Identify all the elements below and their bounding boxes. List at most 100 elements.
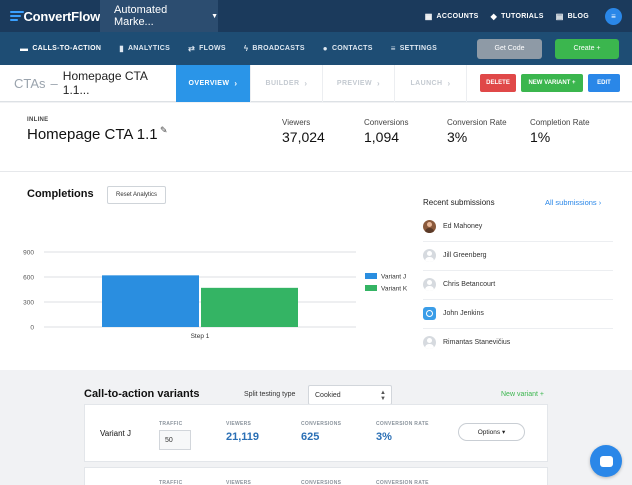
column-label: TRAFFIC xyxy=(159,480,183,485)
column-label: CONVERSION RATE xyxy=(376,421,429,427)
stat-label: Viewers xyxy=(282,118,311,127)
step-launch[interactable]: LAUNCH › xyxy=(395,64,467,102)
breadcrumb-root[interactable]: CTAs xyxy=(14,75,46,91)
avatar xyxy=(423,249,436,262)
column-label: VIEWERS xyxy=(226,421,252,427)
y-tick-label: 600 xyxy=(23,275,34,282)
caret-down-icon: ▾ xyxy=(501,429,506,436)
new-variant-link[interactable]: New variant + xyxy=(501,391,544,398)
stat-conversions: Conversions 1,094 xyxy=(364,118,408,145)
bar-variant-k xyxy=(201,287,298,327)
chat-icon: ▬ xyxy=(20,44,29,53)
split-testing-select[interactable]: Cookied ▲ ▼ xyxy=(308,385,392,405)
top-link-accounts[interactable]: ▦ ACCOUNTS xyxy=(425,12,479,21)
avatar xyxy=(423,278,436,291)
column-label: CONVERSIONS xyxy=(301,480,342,485)
reset-analytics-button[interactable]: Reset Analytics xyxy=(107,186,166,204)
traffic-input[interactable]: 50 xyxy=(159,430,191,450)
submission-name: Rimantas Stanevičius xyxy=(443,339,511,346)
delete-button[interactable]: DELETE xyxy=(480,74,516,92)
column-label: VIEWERS xyxy=(226,480,252,485)
step-label: LAUNCH xyxy=(410,79,443,87)
avatar xyxy=(423,307,436,320)
chevron-down-icon: ▼ xyxy=(211,12,218,20)
shuffle-icon: ⇄ xyxy=(188,44,196,53)
select-arrows-icon: ▲ ▼ xyxy=(380,390,386,402)
completions-title: Completions xyxy=(27,188,94,200)
edit-button[interactable]: EDIT xyxy=(588,74,620,92)
cta-type-tag: INLINE xyxy=(27,117,49,123)
step-builder[interactable]: BUILDER › xyxy=(251,64,323,102)
logo-icon xyxy=(10,10,24,22)
account-avatar[interactable]: ≡ xyxy=(605,7,622,25)
column-label: CONVERSION RATE xyxy=(376,480,429,485)
cta-title: Homepage CTA 1.1 xyxy=(27,126,158,143)
legend-swatch xyxy=(365,273,377,279)
nav-settings[interactable]: ≡ SETTINGS xyxy=(382,32,446,65)
avatar xyxy=(423,336,436,349)
x-tick-label: Step 1 xyxy=(191,333,210,340)
submission-row[interactable]: Rimantas Stanevičius xyxy=(423,336,613,349)
completions-panel: Completions Reset Analytics 0 300 600 900 St… xyxy=(0,171,632,370)
nav-label: CALLS-TO-ACTION xyxy=(32,45,102,52)
submission-row[interactable]: Chris Betancourt xyxy=(423,278,613,291)
app-select[interactable]: Automated Marke... ▼ xyxy=(100,0,218,32)
nav-flows[interactable]: ⇄ FLOWS xyxy=(179,32,235,65)
top-link-label: TUTORIALS xyxy=(501,12,544,20)
nav-label: CONTACTS xyxy=(331,45,373,52)
step-preview[interactable]: PREVIEW › xyxy=(323,64,395,102)
pencil-icon[interactable]: ✎ xyxy=(160,125,168,135)
nav-label: ANALYTICS xyxy=(127,45,171,52)
submission-row[interactable]: Ed Mahoney xyxy=(423,220,613,233)
step-label: BUILDER xyxy=(265,79,300,87)
recent-submissions-title: Recent submissions xyxy=(423,198,495,207)
create-button[interactable]: Create + xyxy=(555,38,619,59)
y-tick-label: 900 xyxy=(23,250,34,257)
top-link-tutorials[interactable]: ◆ TUTORIALS xyxy=(491,12,544,21)
submission-row[interactable]: John Jenkins xyxy=(423,307,613,320)
completions-chart: 0 300 600 900 Step 1 Variant J Variant K xyxy=(23,250,408,341)
submission-name: Chris Betancourt xyxy=(443,281,496,288)
bolt-icon: ϟ xyxy=(243,44,249,53)
chevron-right-icon: › xyxy=(304,78,308,88)
nav-calls-to-action[interactable]: ▬ CALLS-TO-ACTION xyxy=(0,32,110,65)
chevron-right-icon: › xyxy=(377,78,381,88)
breadcrumb-current: Homepage CTA 1.1... xyxy=(62,69,148,97)
stat-label: Conversion Rate xyxy=(447,118,507,127)
submission-name: John Jenkins xyxy=(443,310,484,317)
stat-completion-rate: Completion Rate 1% xyxy=(530,118,590,145)
stat-value: 1,094 xyxy=(364,129,400,145)
options-label: Options xyxy=(477,428,501,436)
conversions-column: CONVERSIONS 625 xyxy=(301,421,341,443)
app-select-label: Automated Marke... xyxy=(114,4,168,28)
top-link-label: BLOG xyxy=(567,12,589,20)
bar-variant-j xyxy=(102,275,199,327)
chat-widget-button[interactable] xyxy=(590,445,622,477)
legend-swatch xyxy=(365,285,377,291)
variants-section: Call-to-action variants Split testing ty… xyxy=(0,370,632,485)
nav-label: FLOWS xyxy=(199,45,226,52)
viewers-column: VIEWERS xyxy=(226,480,251,485)
nav-contacts[interactable]: ● CONTACTS xyxy=(314,32,382,65)
legend-label: Variant J xyxy=(381,274,406,281)
graduation-cap-icon: ◆ xyxy=(490,11,498,21)
step-label: PREVIEW xyxy=(336,79,372,87)
brand-logo[interactable]: ConvertFlow xyxy=(0,0,100,32)
step-overview[interactable]: OVERVIEW › xyxy=(176,64,251,102)
nav-broadcasts[interactable]: ϟ BROADCASTS xyxy=(235,32,314,65)
divider xyxy=(423,328,613,329)
chevron-right-icon: › xyxy=(447,78,451,88)
column-label: TRAFFIC xyxy=(159,421,183,427)
new-variant-button[interactable]: NEW VARIANT + xyxy=(521,74,583,92)
options-button[interactable]: Options ▾ xyxy=(458,423,525,441)
traffic-column: TRAFFIC 50 xyxy=(159,421,191,450)
top-link-blog[interactable]: ▤ BLOG xyxy=(556,12,589,21)
avatar xyxy=(423,220,436,233)
get-code-button[interactable]: Get Code xyxy=(477,38,542,59)
submission-row[interactable]: Jill Greenberg xyxy=(423,249,613,262)
legend-label: Variant K xyxy=(381,286,408,293)
nav-analytics[interactable]: ▮ ANALYTICS xyxy=(110,32,179,65)
all-submissions-link[interactable]: All submissions › xyxy=(545,198,602,207)
stat-value: 3% xyxy=(447,129,468,145)
breadcrumb-separator: – xyxy=(50,75,58,91)
